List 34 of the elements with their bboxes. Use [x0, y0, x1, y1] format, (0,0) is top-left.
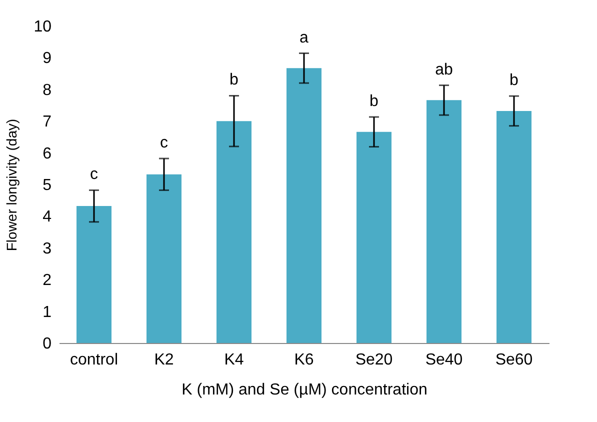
y-tick-label: 9 — [42, 50, 52, 68]
bar — [356, 132, 392, 343]
y-tick-label: 4 — [42, 208, 52, 226]
annotation: a — [300, 29, 309, 46]
annotation: b — [370, 92, 379, 110]
bar — [286, 68, 322, 343]
y-tick-label: 1 — [42, 304, 52, 321]
y-tick-label: 10 — [34, 18, 52, 36]
annotation: b — [230, 72, 239, 89]
x-tick-label: K2 — [154, 352, 174, 368]
y-tick-label: 2 — [42, 272, 52, 290]
y-tick-label: 7 — [42, 114, 52, 131]
bar — [216, 121, 252, 343]
x-axis-title: K (mM) and Se (µM) concentration — [182, 382, 428, 398]
bar — [146, 174, 182, 343]
bar — [496, 110, 532, 343]
bar — [426, 100, 462, 343]
bar — [76, 206, 112, 343]
y-axis-title: Flower longivity (day) — [4, 118, 20, 252]
annotation: ab — [435, 61, 453, 78]
annotation: c — [160, 134, 168, 152]
annotation: b — [510, 72, 519, 90]
x-tick-label: Se60 — [495, 352, 533, 368]
y-tick-label: 6 — [42, 145, 52, 162]
y-tick-label: 3 — [42, 240, 52, 258]
y-tick-label: 5 — [42, 177, 52, 194]
y-tick-label: 8 — [42, 82, 52, 99]
x-tick-label: control — [70, 352, 118, 368]
y-tick-label: 0 — [42, 336, 52, 352]
x-tick-label: K6 — [294, 352, 314, 368]
x-tick-label: Se40 — [425, 352, 463, 368]
x-tick-label: Se20 — [355, 352, 393, 368]
annotation: c — [90, 166, 98, 184]
x-tick-label: K4 — [224, 352, 244, 368]
